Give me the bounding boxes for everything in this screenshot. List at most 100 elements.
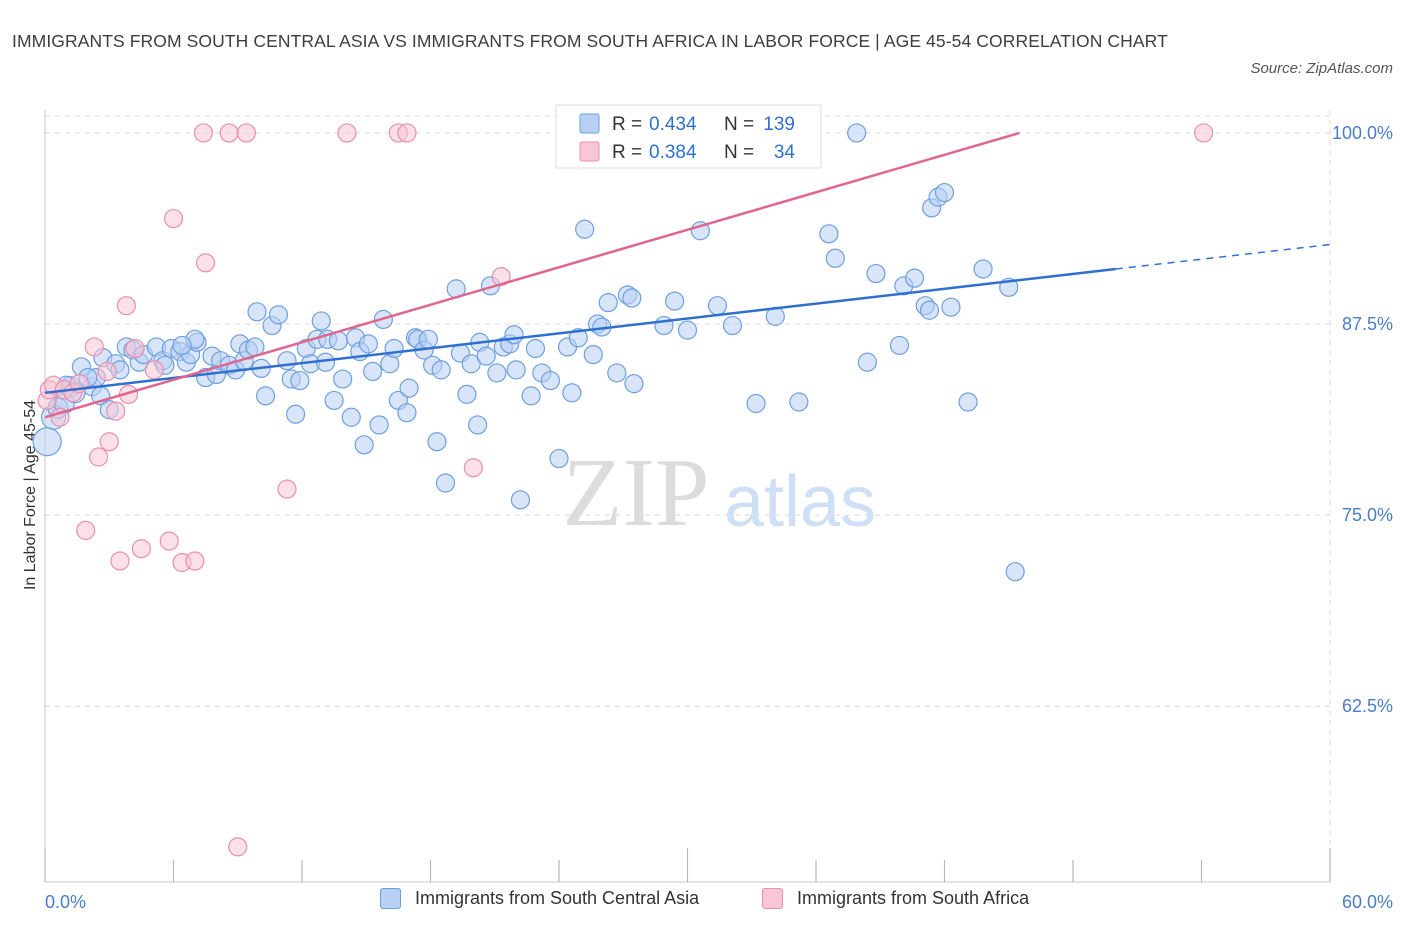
legend-n-label-blue: N = [724,114,754,135]
watermark-atlas: atlas [724,462,876,542]
legend-r-label-blue: R = [612,114,642,135]
point-south-central-asia [363,361,383,382]
point-south-central-asia [172,335,192,356]
point-south-central-asia [457,384,477,404]
point-south-africa [219,123,239,143]
point-south-central-asia [358,334,378,354]
point-south-africa [397,123,417,143]
point-south-central-asia [506,360,526,380]
point-south-central-asia [354,435,374,455]
point-south-africa [84,337,104,357]
legend-top: R = 0.434 N = 139 R = 0.384 N = 34 [555,104,822,169]
point-south-africa [337,123,357,143]
point-south-central-asia [583,344,603,365]
point-south-central-asia [311,311,331,331]
point-south-africa [193,123,214,143]
point-south-central-asia [654,315,674,336]
point-south-central-asia [290,370,310,391]
point-south-africa [99,432,119,452]
point-south-central-asia [622,288,642,308]
point-south-central-asia [268,305,289,325]
point-south-central-asia [575,219,595,239]
x-tick-label-min: 0.0% [45,892,86,912]
point-south-central-asia [934,182,955,203]
trend-line-extension [1115,243,1331,270]
point-south-central-asia [598,293,618,313]
point-south-africa [491,267,511,287]
point-south-central-asia [562,383,582,403]
point-south-africa [125,338,145,359]
legend-r-label-pink: R = [612,142,642,163]
point-south-central-asia [789,392,809,412]
point-south-central-asia [397,403,417,423]
point-south-central-asia [1005,562,1025,582]
legend-item-south-central-asia: Immigrants from South Central Asia [380,888,699,909]
point-south-central-asia [285,404,306,424]
point-south-africa [159,531,179,551]
y-tick-label: 62.5% [1342,696,1393,716]
point-south-central-asia [665,291,685,311]
watermark-zip: ZIP [563,439,710,547]
legend-r-value-pink: 0.384 [649,142,697,163]
point-south-central-asia [384,338,404,359]
legend-swatch-south-africa [762,888,783,909]
point-south-central-asia [677,320,698,340]
point-south-africa [97,361,117,382]
point-south-central-asia [568,328,588,348]
point-south-central-asia [866,263,886,284]
legend-label-south-africa: Immigrants from South Africa [797,888,1030,908]
y-tick-label: 75.0% [1342,505,1393,525]
point-south-central-asia [341,407,361,427]
point-south-central-asia [476,346,496,366]
point-south-central-asia [819,224,839,244]
legend-n-value-blue: 139 [763,114,795,135]
point-south-central-asia [369,415,389,435]
point-south-central-asia [255,386,276,406]
legend-swatch-blue [579,113,600,134]
chart-title: IMMIGRANTS FROM SOUTH CENTRAL ASIA VS IM… [12,31,1168,51]
legend-box [555,104,822,169]
legend-swatch-south-central-asia [380,888,401,909]
point-south-central-asia [487,363,507,383]
legend-r-value-blue: 0.434 [649,114,697,135]
point-south-central-asia [919,300,940,320]
point-south-central-asia [607,363,627,383]
point-south-central-asia [431,360,451,380]
point-south-central-asia [825,248,845,268]
point-south-central-asia [435,473,456,493]
y-tick-label: 87.5% [1342,314,1393,334]
point-south-africa [228,837,248,857]
point-south-central-asia [847,123,867,143]
axis-layer: 62.5% 75.0% 87.5% 100.0% 0.0% 60.0% [44,110,1393,912]
point-south-central-asia [247,302,267,322]
watermark: ZIP atlas [563,439,877,547]
point-south-africa [88,447,109,467]
point-south-africa [1194,123,1214,143]
point-south-africa [116,296,136,316]
legend-bottom: Immigrants from South Central Asia Immig… [0,888,1406,918]
legend-swatch-pink [579,141,600,162]
point-south-central-asia [549,448,569,469]
point-south-central-asia [277,351,297,371]
point-south-central-asia [510,490,531,510]
point-south-africa [236,123,256,143]
point-south-central-asia [399,378,419,398]
trend-layer [44,131,1331,419]
point-south-central-asia [624,374,644,394]
point-south-central-asia [722,315,743,336]
point-south-central-asia [504,325,524,345]
point-south-central-asia [857,352,878,372]
point-south-africa [144,360,164,380]
legend-label-south-central-asia: Immigrants from South Central Asia [415,888,700,908]
point-south-africa [196,253,216,273]
point-south-central-asia [521,386,541,406]
point-south-central-asia [32,427,62,457]
point-south-central-asia [973,259,993,279]
point-south-central-asia [461,354,481,374]
point-south-africa [163,208,184,229]
point-south-central-asia [746,393,766,414]
y-tick-label: 100.0% [1332,123,1393,143]
point-south-central-asia [540,370,561,391]
chart-source: Source: ZipAtlas.com [1250,60,1393,77]
